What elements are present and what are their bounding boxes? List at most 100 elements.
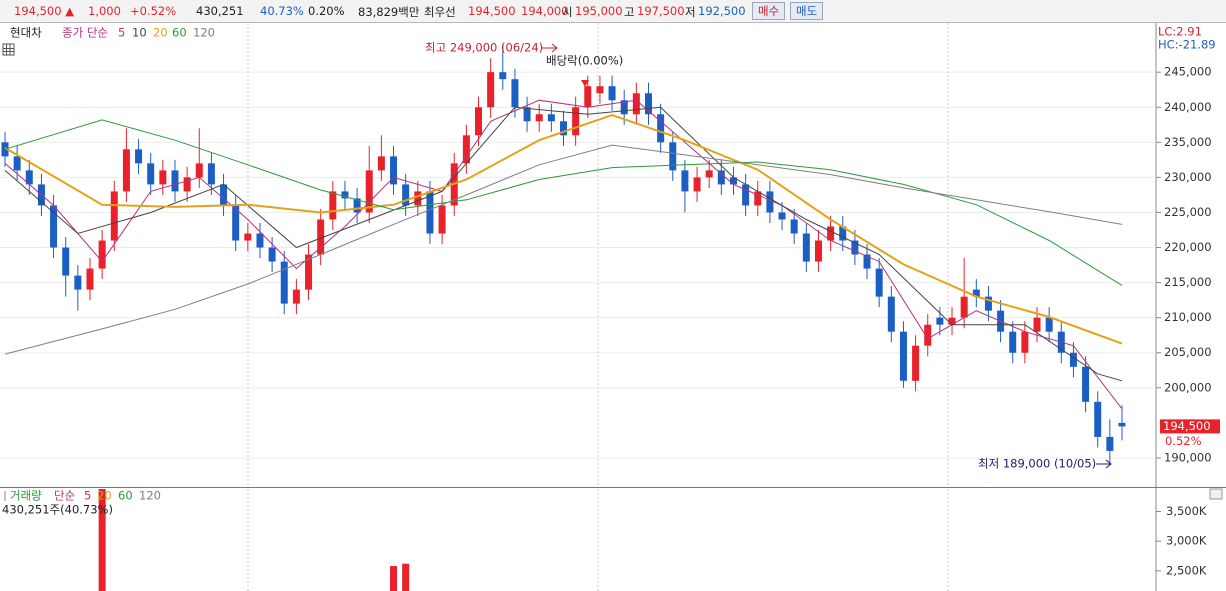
candle-body xyxy=(499,72,507,80)
last-change-label: 0.52% xyxy=(1165,434,1202,448)
high-annotation: 최고 249,000 (06/24) xyxy=(425,41,543,55)
candle-body xyxy=(596,86,604,94)
quote-field: 83,829백만 xyxy=(358,5,420,19)
candle-body xyxy=(292,289,300,304)
quote-field: 194,500 ▲ xyxy=(14,4,75,18)
candle-body xyxy=(1118,422,1126,427)
candle-body xyxy=(74,275,82,290)
candle-body xyxy=(657,114,665,143)
quote-field: 195,000 xyxy=(575,4,623,18)
chart: 245,000 240,000 235,000 230,000 225,000 220,0… xyxy=(0,23,1226,591)
quote-field: 저 xyxy=(685,5,696,19)
candle-body xyxy=(86,268,94,290)
candle-body xyxy=(110,191,118,241)
candle-body xyxy=(122,149,130,192)
legend-entry: 5 xyxy=(118,26,125,40)
candle-body xyxy=(899,331,907,381)
candle-body xyxy=(135,149,143,164)
candle-body xyxy=(742,184,750,206)
candle-body xyxy=(438,205,446,234)
candle-body xyxy=(317,219,325,255)
candle-body xyxy=(948,317,956,325)
candle-body xyxy=(487,72,495,108)
candle-body xyxy=(802,233,810,262)
quote-field: 최우선 xyxy=(424,5,456,19)
candle-body xyxy=(572,107,580,136)
quote-field: 고 xyxy=(624,5,635,19)
ma-label: 종가 단순 xyxy=(62,26,108,40)
dividend-annotation: 배당락(0.00%) xyxy=(546,54,623,68)
candle-body xyxy=(790,219,798,234)
candle-body xyxy=(353,198,361,213)
candle-body xyxy=(1,142,9,157)
candle-body xyxy=(305,254,313,290)
candle-body xyxy=(1082,366,1090,402)
volume-info: 430,251주(40.73%) xyxy=(2,503,113,517)
dividend-marker xyxy=(581,80,589,87)
candle-body xyxy=(960,296,968,318)
candle-body xyxy=(632,93,640,115)
candle-body xyxy=(705,170,713,178)
quote-field: 0.20% xyxy=(308,4,345,18)
moving-average xyxy=(4,119,1123,286)
candle-body xyxy=(1094,401,1102,437)
order-button[interactable]: 매수 xyxy=(752,2,786,20)
moving-average xyxy=(4,113,1123,345)
candle-body xyxy=(875,268,883,297)
candle-body xyxy=(183,177,191,192)
candle-body xyxy=(159,170,167,185)
candle-body xyxy=(511,79,519,108)
candle-body xyxy=(669,142,677,171)
candle-body xyxy=(280,261,288,304)
legend-entry: 120 xyxy=(193,26,215,40)
candle-body xyxy=(1033,317,1041,332)
y-tick-label: 200,000 xyxy=(1164,380,1212,394)
candle-body xyxy=(377,156,385,171)
legend-entry: 5 xyxy=(84,489,91,503)
quote-field: 1,000 xyxy=(88,4,121,18)
volume-bars xyxy=(98,489,410,591)
candle-body xyxy=(462,135,470,164)
candle-body xyxy=(475,107,483,136)
candle-body xyxy=(256,233,264,248)
candle-body xyxy=(754,191,762,206)
volume-bar xyxy=(402,563,410,591)
moving-average xyxy=(4,106,1123,382)
y-tick-label: 225,000 xyxy=(1164,205,1212,219)
table-icon-grid xyxy=(3,44,14,55)
legend-entry: 60 xyxy=(172,26,187,40)
candle-body xyxy=(329,191,337,220)
high-arrow xyxy=(542,43,558,53)
candle-body xyxy=(98,240,106,269)
volume-bar xyxy=(98,489,106,591)
candle-body xyxy=(535,114,543,122)
table-icon[interactable] xyxy=(2,43,15,56)
candle-body xyxy=(365,170,373,213)
candle-body xyxy=(25,170,33,185)
candle-body xyxy=(863,254,871,269)
ma-label: 단순 xyxy=(54,489,75,503)
candle-body xyxy=(1069,352,1077,367)
candle-body xyxy=(1106,436,1114,451)
order-button[interactable]: 매도 xyxy=(790,2,824,20)
volume-bar xyxy=(390,566,398,591)
scroll-button[interactable] xyxy=(1209,488,1223,500)
y-tick-label: 190,000 xyxy=(1164,450,1212,464)
candle-body xyxy=(608,86,616,101)
candle-body xyxy=(984,296,992,311)
candle-body xyxy=(341,191,349,199)
quote-bar: 194,500 ▲ 1,000 +0.52% 430,251 40.73% 0.20% 83… xyxy=(0,0,1226,23)
quote-field: +0.52% xyxy=(130,4,177,18)
candle-body xyxy=(244,233,252,241)
candle-body xyxy=(402,184,410,206)
candle-body xyxy=(681,170,689,192)
right-label: LC:2.91 xyxy=(1158,25,1202,39)
volume-title: 거래량 xyxy=(10,489,42,503)
candle-body xyxy=(851,240,859,255)
last-price-box xyxy=(1160,419,1220,434)
moving-average xyxy=(4,144,1123,355)
y-tick-label: 235,000 xyxy=(1164,135,1212,149)
last-price-label: 194,500 xyxy=(1163,419,1211,433)
candle-body xyxy=(195,163,203,178)
y-tick-label: 215,000 xyxy=(1164,275,1212,289)
